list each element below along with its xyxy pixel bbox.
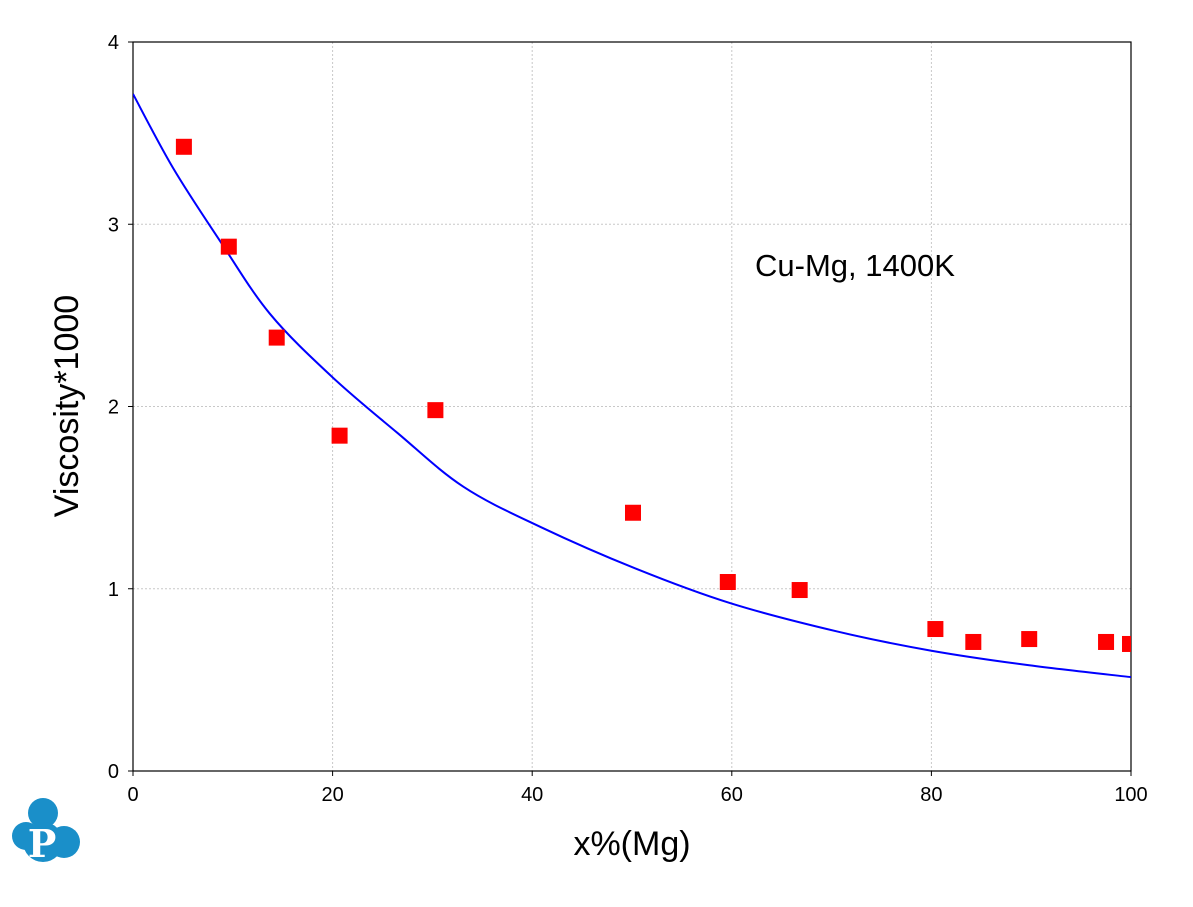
logo-cloud-center — [23, 822, 63, 862]
experimental-point — [624, 504, 641, 521]
y-tick-label: 1 — [108, 579, 119, 601]
experimental-point — [791, 582, 808, 599]
y-tick-label: 4 — [108, 32, 119, 54]
experimental-point — [220, 238, 237, 255]
y-axis-label: Viscosity*1000 — [48, 295, 86, 517]
experimental-point — [1098, 633, 1115, 650]
experimental-point — [268, 329, 285, 346]
experimental-point — [927, 621, 944, 638]
logo-letter: P — [28, 821, 57, 866]
calculated-curve — [133, 93, 1131, 679]
experimental-point — [719, 574, 736, 591]
y-tick-label: 3 — [108, 214, 119, 236]
experimental-point — [965, 633, 982, 650]
x-axis-label: x%(Mg) — [573, 825, 690, 863]
experimental-point — [331, 427, 348, 444]
grid-lines — [133, 42, 1131, 771]
experimental-point — [1122, 635, 1131, 652]
x-tick-label: 60 — [721, 784, 743, 806]
experimental-point — [427, 402, 444, 419]
x-tick-label: 20 — [321, 784, 343, 806]
x-tick-label: 80 — [920, 784, 942, 806]
x-tick-label: 100 — [1114, 784, 1147, 806]
experimental-point — [1021, 631, 1038, 648]
y-tick-label: 0 — [108, 761, 119, 783]
experimental-point — [175, 138, 192, 155]
data-marks — [133, 93, 1131, 679]
logo-cloud-top — [28, 798, 58, 828]
x-tick-label: 40 — [521, 784, 543, 806]
axis-ticks: 0 20 40 60 80 100 0 1 2 3 4 — [108, 32, 1148, 806]
logo: P — [12, 798, 80, 866]
annotation-label: Cu-Mg, 1400K — [755, 248, 955, 283]
x-tick-label: 0 — [127, 784, 138, 806]
y-tick-label: 2 — [108, 397, 119, 419]
